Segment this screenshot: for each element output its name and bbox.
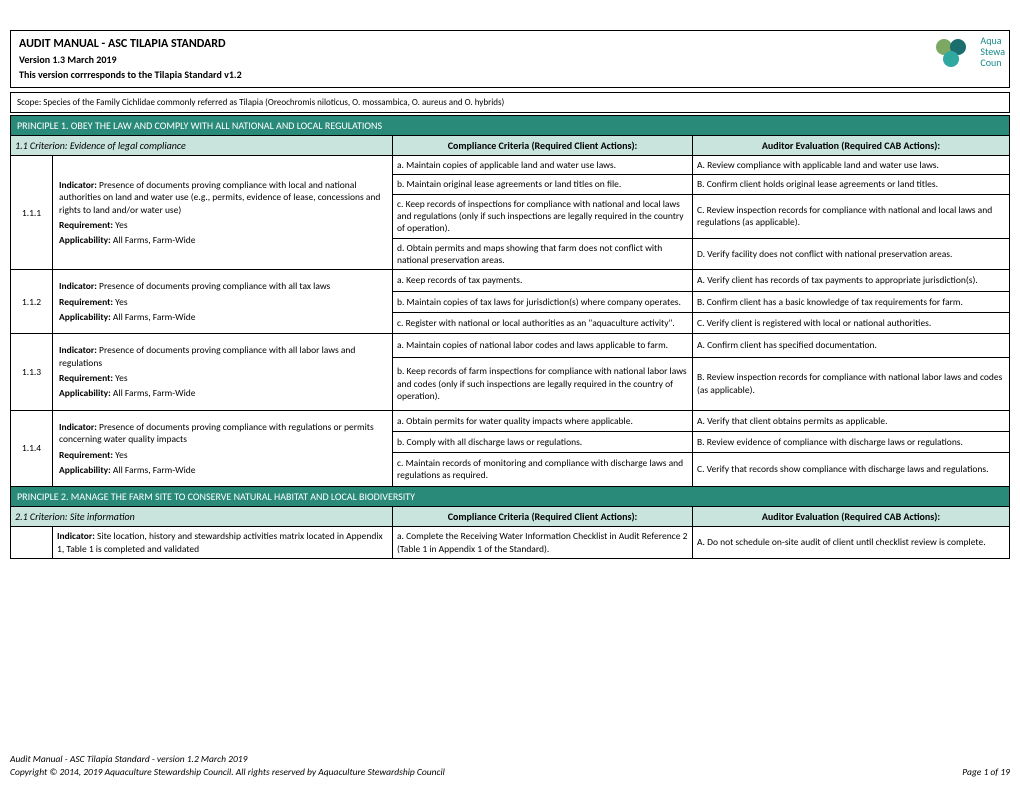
asc-logo-icon (934, 37, 976, 67)
eval-113b: B. Review inspection records for complia… (693, 357, 1010, 410)
criterion-2-1-label: 2.1 Criterion: Site information (11, 507, 393, 527)
criterion-2-1-row: 2.1 Criterion: Site information Complian… (11, 507, 1010, 527)
asc-logo: Aqua Stewa Coun (934, 35, 1005, 68)
indicator-111: Indicator: Presence of documents proving… (53, 156, 393, 270)
num-114: 1.1.4 (11, 410, 53, 486)
principle-1-row: PRINCIPLE 1. OBEY THE LAW AND COMPLY WIT… (11, 116, 1010, 136)
row-112-a: 1.1.2 Indicator: Presence of documents p… (11, 270, 1010, 291)
comp-114a: a. Obtain permits for water quality impa… (393, 410, 693, 431)
eval-112b: B. Confirm client has a basic knowledge … (693, 291, 1010, 312)
num-112: 1.1.2 (11, 270, 53, 334)
criterion-1-1-label: 1.1 Criterion: Evidence of legal complia… (11, 136, 393, 156)
comp-114b: b. Comply with all discharge laws or reg… (393, 431, 693, 452)
comp-112a: a. Keep records of tax payments. (393, 270, 693, 291)
compliance-header: Compliance Criteria (Required Client Act… (393, 136, 693, 156)
doc-title: AUDIT MANUAL - ASC TILAPIA STANDARD (19, 37, 1001, 51)
num-211 (11, 527, 53, 559)
indicator-211: Indicator: Site location, history and st… (53, 527, 393, 559)
footer-line2: Copyright © 2014, 2019 Aquaculture Stewa… (10, 766, 445, 778)
comp-111c: c. Keep records of inspections for compl… (393, 194, 693, 238)
num-111: 1.1.1 (11, 156, 53, 270)
row-211-a: Indicator: Site location, history and st… (11, 527, 1010, 559)
eval-112a: A. Verify client has records of tax paym… (693, 270, 1010, 291)
criterion-1-1-row: 1.1 Criterion: Evidence of legal complia… (11, 136, 1010, 156)
eval-114c: C. Verify that records show compliance w… (693, 452, 1010, 486)
principle-2-title: PRINCIPLE 2. MANAGE THE FARM SITE TO CON… (11, 487, 1010, 507)
audit-table: PRINCIPLE 1. OBEY THE LAW AND COMPLY WIT… (10, 115, 1010, 559)
comp-112c: c. Register with national or local autho… (393, 313, 693, 334)
eval-112c: C. Verify client is registered with loca… (693, 313, 1010, 334)
eval-113a: A. Confirm client has specified document… (693, 334, 1010, 357)
header-box: AUDIT MANUAL - ASC TILAPIA STANDARD Vers… (10, 30, 1010, 88)
footer-page: Page 1 of 19 (962, 766, 1010, 778)
indicator-112: Indicator: Presence of documents proving… (53, 270, 393, 334)
eval-111a: A. Review compliance with applicable lan… (693, 156, 1010, 175)
footer-line1: Audit Manual - ASC Tilapia Standard - ve… (10, 753, 445, 765)
eval-111c: C. Review inspection records for complia… (693, 194, 1010, 238)
principle-1-title: PRINCIPLE 1. OBEY THE LAW AND COMPLY WIT… (11, 116, 1010, 136)
comp-113b: b. Keep records of farm inspections for … (393, 357, 693, 410)
num-113: 1.1.3 (11, 334, 53, 410)
eval-114a: A. Verify that client obtains permits as… (693, 410, 1010, 431)
scope-box: Scope: Species of the Family Cichlidae c… (10, 92, 1010, 113)
doc-corresponds: This version corrresponds to the Tilapia… (19, 68, 1001, 81)
comp-111a: a. Maintain copies of applicable land an… (393, 156, 693, 175)
comp-114c: c. Maintain records of monitoring and co… (393, 452, 693, 486)
eval-211a: A. Do not schedule on-site audit of clie… (693, 527, 1010, 559)
eval-111b: B. Confirm client holds original lease a… (693, 175, 1010, 194)
comp-112b: b. Maintain copies of tax laws for juris… (393, 291, 693, 312)
compliance-header-2: Compliance Criteria (Required Client Act… (393, 507, 693, 527)
comp-111b: b. Maintain original lease agreements or… (393, 175, 693, 194)
comp-211a: a. Complete the Receiving Water Informat… (393, 527, 693, 559)
auditor-header: Auditor Evaluation (Required CAB Actions… (693, 136, 1010, 156)
doc-version: Version 1.3 March 2019 (19, 53, 1001, 66)
comp-111d: d. Obtain permits and maps showing that … (393, 238, 693, 270)
logo-text: Aqua Stewa Coun (980, 35, 1005, 68)
row-114-a: 1.1.4 Indicator: Presence of documents p… (11, 410, 1010, 431)
row-111-a: 1.1.1 Indicator: Presence of documents p… (11, 156, 1010, 175)
principle-2-row: PRINCIPLE 2. MANAGE THE FARM SITE TO CON… (11, 487, 1010, 507)
eval-111d: D. Verify facility does not conflict wit… (693, 238, 1010, 270)
indicator-114: Indicator: Presence of documents proving… (53, 410, 393, 486)
page-footer: Audit Manual - ASC Tilapia Standard - ve… (10, 753, 1010, 778)
comp-113a: a. Maintain copies of national labor cod… (393, 334, 693, 357)
document-page: AUDIT MANUAL - ASC TILAPIA STANDARD Vers… (0, 0, 1020, 559)
auditor-header-2: Auditor Evaluation (Required CAB Actions… (693, 507, 1010, 527)
row-113-a: 1.1.3 Indicator: Presence of documents p… (11, 334, 1010, 357)
eval-114b: B. Review evidence of compliance with di… (693, 431, 1010, 452)
indicator-113: Indicator: Presence of documents proving… (53, 334, 393, 410)
